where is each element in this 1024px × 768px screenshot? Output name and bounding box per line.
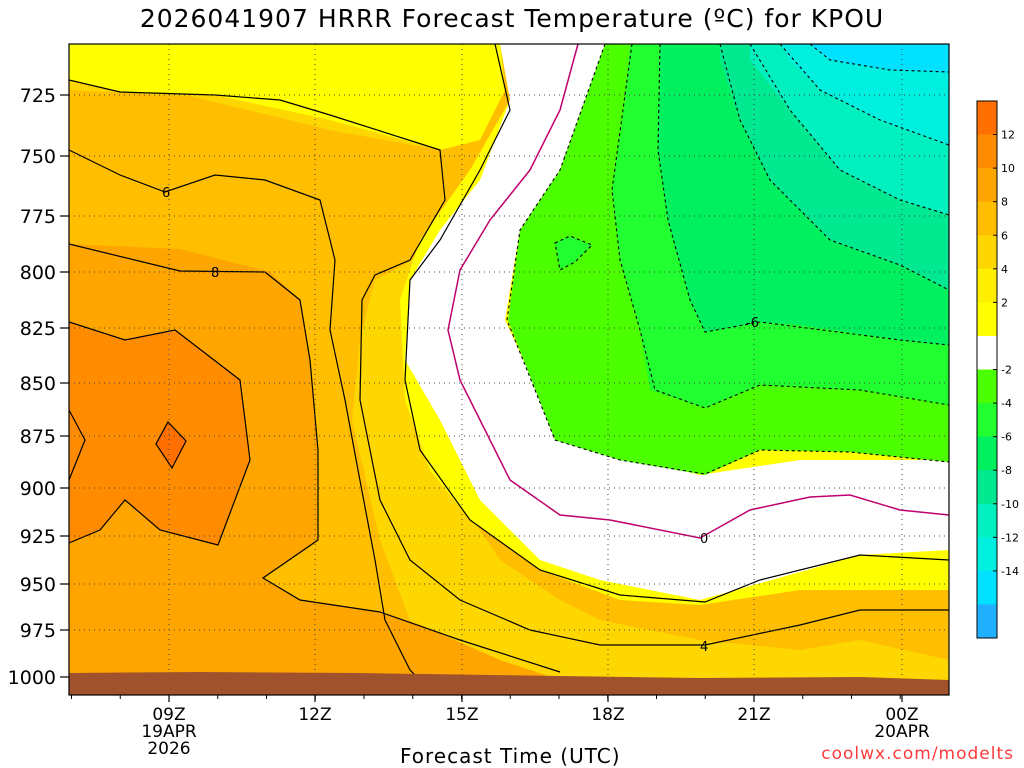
contour-10 bbox=[69, 321, 251, 546]
contour-2 bbox=[404, 44, 949, 603]
contour-6 bbox=[69, 149, 431, 691]
x-tick-sublabel: 19APR bbox=[141, 722, 197, 742]
colorbar-swatch bbox=[977, 604, 997, 639]
colorbar-swatch bbox=[977, 268, 997, 303]
contour-10-left bbox=[69, 409, 86, 481]
colorbar-label: 4 bbox=[1001, 263, 1008, 276]
colorbar-label: 10 bbox=[1001, 162, 1015, 175]
field-10-12 bbox=[69, 322, 250, 545]
y-tick-label: 1000 bbox=[8, 667, 56, 689]
colorbar-label: 2 bbox=[1001, 296, 1008, 309]
contour-0 bbox=[447, 44, 949, 539]
x-tick-sublabel: 20APR bbox=[874, 722, 930, 742]
x-tick-label: 09Z bbox=[152, 705, 185, 725]
y-tick-label: 900 bbox=[20, 478, 56, 500]
colorbar-label: -2 bbox=[1001, 364, 1012, 377]
contour-neg2 bbox=[506, 44, 949, 475]
colorbar-swatch bbox=[977, 369, 997, 404]
contour-8 bbox=[69, 243, 561, 673]
colorbar-label: -10 bbox=[1001, 498, 1019, 511]
colorbar-swatch bbox=[977, 134, 997, 169]
colorbar: 12 10 8 6 4 2 -2 -4 -6 -8 -10 -12 -14 bbox=[976, 100, 1019, 639]
colorbar-swatch bbox=[977, 537, 997, 572]
field-top-yellow bbox=[69, 44, 505, 150]
colorbar-swatch bbox=[977, 168, 997, 203]
y-tick-label: 775 bbox=[20, 206, 56, 228]
grid bbox=[69, 44, 949, 695]
contour-neg12 bbox=[779, 44, 949, 146]
contour-4 bbox=[69, 79, 949, 646]
contour-12 bbox=[155, 420, 187, 470]
y-tick-label: 950 bbox=[20, 574, 56, 596]
colorbar-label: -8 bbox=[1001, 464, 1012, 477]
contour-label-8: 8 bbox=[211, 266, 219, 281]
contour-label-4: 4 bbox=[700, 640, 708, 655]
y-tick-label: 750 bbox=[20, 146, 56, 168]
contour-neg8 bbox=[719, 44, 949, 291]
field-neg4-pocket bbox=[555, 236, 592, 270]
colorbar-label: 8 bbox=[1001, 196, 1008, 209]
y-tick-label: 725 bbox=[20, 85, 56, 107]
colorbar-label: -6 bbox=[1001, 431, 1012, 444]
colorbar-swatch bbox=[977, 470, 997, 505]
x-tick-label: 00Z bbox=[885, 705, 918, 725]
colorbar-label: 12 bbox=[1001, 129, 1015, 142]
colorbar-label: -12 bbox=[1001, 531, 1019, 544]
plot-frame bbox=[68, 43, 950, 696]
colorbar-swatch bbox=[977, 403, 997, 438]
x-tick-label: 21Z bbox=[737, 705, 770, 725]
contour-neg14 bbox=[809, 44, 949, 73]
x-tick-label: 12Z bbox=[298, 705, 331, 725]
contour-label-6: 6 bbox=[162, 186, 170, 201]
colorbar-swatch bbox=[977, 101, 997, 136]
temperature-field bbox=[69, 44, 949, 695]
contour-neg6 bbox=[657, 44, 949, 346]
ground bbox=[69, 672, 949, 695]
y-tick-label: 925 bbox=[20, 526, 56, 548]
y-tick-label: 975 bbox=[20, 620, 56, 642]
contour-neg4-pocket bbox=[554, 235, 593, 271]
field-neg16-neg14 bbox=[810, 44, 949, 72]
x-axis-label: Forecast Time (UTC) bbox=[400, 744, 621, 768]
colorbar-label: -14 bbox=[1001, 565, 1019, 578]
contour-label-0: 0 bbox=[700, 532, 708, 547]
contour-neg4 bbox=[611, 44, 949, 409]
colorbar-swatch bbox=[977, 570, 997, 605]
x-tick-label: 18Z bbox=[591, 705, 624, 725]
y-tick-label: 825 bbox=[20, 318, 56, 340]
x-tick-label: 15Z bbox=[445, 705, 478, 725]
colorbar-swatch bbox=[977, 302, 997, 337]
y-axis: 725 750 775 800 825 850 875 900 925 950 975 1000 bbox=[8, 85, 69, 689]
chart-title: 2026041907 HRRR Forecast Temperature (ºC… bbox=[139, 4, 885, 33]
colorbar-label: -4 bbox=[1001, 397, 1012, 410]
y-tick-label: 800 bbox=[20, 262, 56, 284]
colorbar-swatch bbox=[977, 335, 997, 370]
colorbar-label: 6 bbox=[1001, 229, 1008, 242]
colorbar-swatch bbox=[977, 436, 997, 471]
contour-label-neg6: -6 bbox=[746, 316, 759, 331]
field-neg2-2 bbox=[405, 44, 949, 600]
colorbar-swatch bbox=[977, 503, 997, 538]
x-tick-sublabel: 2026 bbox=[147, 739, 190, 759]
y-tick-label: 875 bbox=[20, 426, 56, 448]
colorbar-swatch bbox=[977, 201, 997, 236]
y-tick-label: 850 bbox=[20, 373, 56, 395]
credit-text: coolwx.com/modelts bbox=[821, 744, 1014, 764]
colorbar-swatch bbox=[977, 235, 997, 270]
